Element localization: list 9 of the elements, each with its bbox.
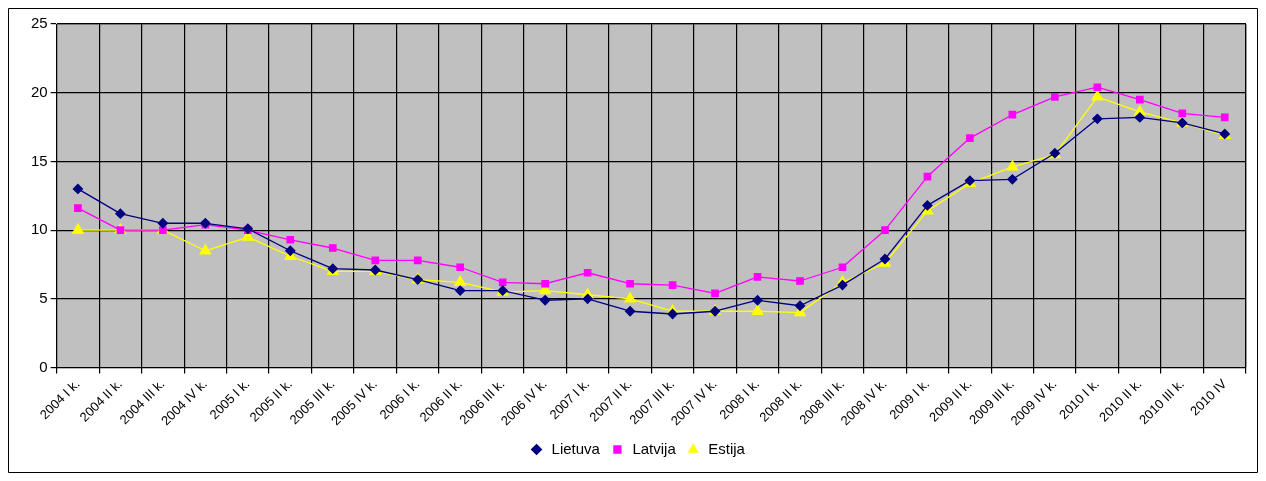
- y-tick-label: 5: [39, 289, 48, 306]
- legend-label: Latvija: [632, 439, 677, 457]
- y-tick-label: 0: [39, 357, 48, 375]
- y-tick-label: 20: [31, 82, 48, 100]
- y-tick-label: 25: [31, 14, 48, 32]
- legend-label: Estija: [708, 439, 746, 457]
- y-tick-label: 15: [31, 151, 48, 169]
- legend-label: Lietuva: [551, 439, 601, 457]
- y-tick-label: 10: [31, 220, 48, 238]
